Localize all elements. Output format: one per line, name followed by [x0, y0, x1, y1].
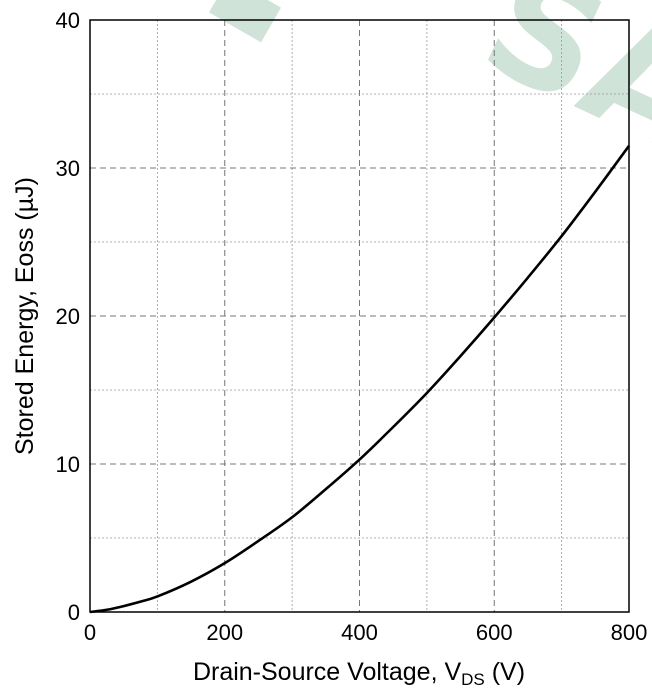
x-tick-label: 400 [341, 620, 378, 645]
x-axis-label: Drain-Source Voltage, VDS (V) [193, 658, 525, 689]
y-axis-label: Stored Energy, Eoss (µJ) [11, 177, 39, 455]
x-tick-label: 0 [84, 620, 96, 645]
y-tick-label: 10 [56, 452, 80, 477]
x-axis-label-main: Drain-Source Voltage, V [193, 658, 462, 686]
x-tick-label: 200 [206, 620, 243, 645]
y-tick-label: 20 [56, 304, 80, 329]
y-tick-label: 30 [56, 156, 80, 181]
tick-labels: 0 200 400 600 800 0 10 20 30 40 [56, 8, 648, 645]
series [89, 145, 631, 614]
x-tick-label: 600 [476, 620, 513, 645]
y-tick-label: 0 [68, 600, 80, 625]
plot-frame [89, 19, 630, 613]
grid [90, 20, 629, 612]
watermark-stroke [209, 0, 281, 43]
x-axis-label-unit: (V) [485, 658, 525, 686]
x-tick-label: 800 [611, 620, 648, 645]
y-tick-label: 40 [56, 8, 80, 33]
x-axis-label-subscript: DS [461, 670, 485, 689]
eoss-curve [89, 145, 631, 614]
